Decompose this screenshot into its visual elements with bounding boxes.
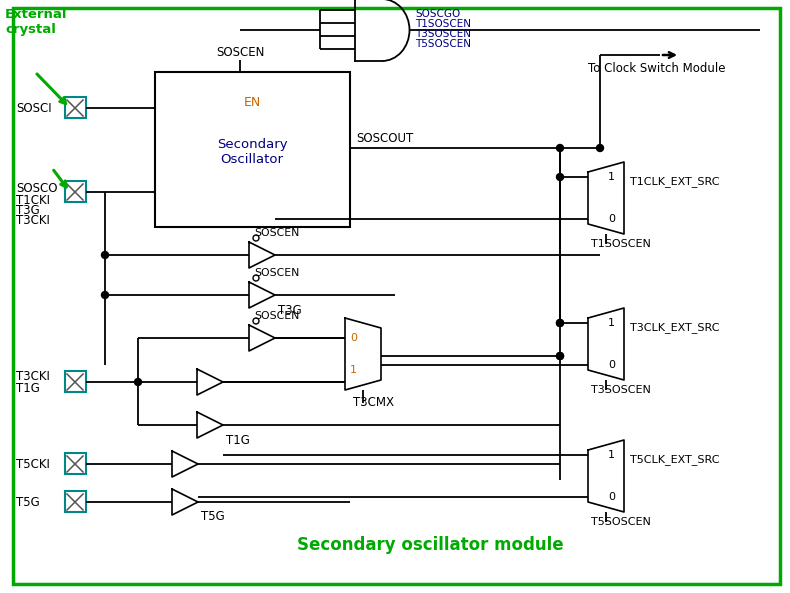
Circle shape <box>253 235 259 241</box>
Text: T1G: T1G <box>16 381 40 394</box>
Polygon shape <box>588 308 624 380</box>
Text: 1: 1 <box>608 450 615 460</box>
Text: SOSCEN: SOSCEN <box>254 311 299 321</box>
Text: T5SOSCEN: T5SOSCEN <box>591 517 651 527</box>
Text: T5CKI: T5CKI <box>16 458 50 470</box>
Text: T3CKI: T3CKI <box>16 213 50 227</box>
Text: T5G: T5G <box>201 509 224 522</box>
Text: SOSCEN: SOSCEN <box>254 228 299 238</box>
Circle shape <box>101 251 108 259</box>
Circle shape <box>101 292 108 298</box>
Circle shape <box>556 352 563 359</box>
Text: 0: 0 <box>608 214 615 224</box>
Text: T3SOSCEN: T3SOSCEN <box>591 385 651 395</box>
Bar <box>65 491 86 512</box>
Polygon shape <box>197 369 223 395</box>
Text: T3CMX: T3CMX <box>353 397 394 410</box>
Text: T1CLK_EXT_SRC: T1CLK_EXT_SRC <box>630 177 720 187</box>
Text: T3SOSCEN: T3SOSCEN <box>415 29 471 39</box>
Text: T3CLK_EXT_SRC: T3CLK_EXT_SRC <box>630 323 720 333</box>
Text: T5SOSCEN: T5SOSCEN <box>415 39 471 49</box>
Bar <box>65 371 86 392</box>
Circle shape <box>556 320 563 327</box>
Text: T1G: T1G <box>226 433 250 447</box>
Text: To Clock Switch Module: To Clock Switch Module <box>588 62 725 75</box>
Polygon shape <box>172 451 198 477</box>
Bar <box>65 453 86 474</box>
Circle shape <box>556 145 563 151</box>
Text: Secondary
Oscillator: Secondary Oscillator <box>216 138 288 166</box>
Text: Secondary oscillator module: Secondary oscillator module <box>297 536 563 554</box>
Circle shape <box>556 352 563 359</box>
Text: EN: EN <box>243 95 261 109</box>
Polygon shape <box>588 162 624 234</box>
Bar <box>65 97 86 118</box>
Polygon shape <box>249 282 275 308</box>
Polygon shape <box>345 318 381 390</box>
Text: SOSCEN: SOSCEN <box>254 268 299 278</box>
Text: T1SOSCEN: T1SOSCEN <box>591 239 651 249</box>
Circle shape <box>556 320 563 327</box>
Text: 1: 1 <box>350 365 357 375</box>
Circle shape <box>253 318 259 324</box>
Circle shape <box>556 174 563 180</box>
Text: 1: 1 <box>608 172 615 182</box>
Text: SOSCO: SOSCO <box>16 183 58 196</box>
Text: T1CKI: T1CKI <box>16 193 50 206</box>
Text: T1SOSCEN: T1SOSCEN <box>415 19 471 29</box>
Text: T3CKI: T3CKI <box>16 371 50 384</box>
Text: SOSCEN: SOSCEN <box>216 46 264 59</box>
Text: T5G: T5G <box>16 496 40 509</box>
Text: T3G: T3G <box>16 203 40 216</box>
Circle shape <box>134 378 141 385</box>
Text: 0: 0 <box>608 360 615 370</box>
Polygon shape <box>249 325 275 351</box>
Polygon shape <box>197 412 223 438</box>
Text: T3G: T3G <box>278 304 302 317</box>
Text: 0: 0 <box>608 492 615 502</box>
Text: External
crystal: External crystal <box>5 8 67 36</box>
Text: T5CLK_EXT_SRC: T5CLK_EXT_SRC <box>630 455 720 466</box>
Text: SOSCGO: SOSCGO <box>415 9 461 19</box>
Circle shape <box>596 145 604 151</box>
Text: 0: 0 <box>350 333 357 343</box>
Polygon shape <box>249 242 275 268</box>
Bar <box>155 72 350 227</box>
Text: 1: 1 <box>608 318 615 328</box>
Circle shape <box>253 275 259 281</box>
Polygon shape <box>588 440 624 512</box>
Text: SOSCOUT: SOSCOUT <box>356 132 413 145</box>
Bar <box>65 181 86 202</box>
Text: SOSCI: SOSCI <box>16 101 51 114</box>
Polygon shape <box>172 489 198 515</box>
